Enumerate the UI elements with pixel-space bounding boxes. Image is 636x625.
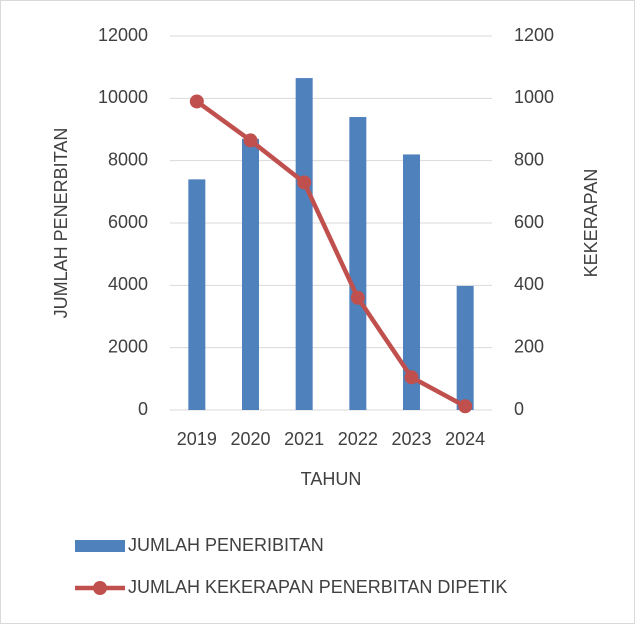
x-tick-label: 2023 <box>391 429 431 449</box>
bar <box>242 138 259 410</box>
x-tick-label: 2019 <box>177 429 217 449</box>
y2-tick-label: 600 <box>514 212 544 232</box>
line-marker <box>297 175 312 190</box>
line-marker <box>350 290 365 305</box>
line-marker <box>243 133 258 148</box>
y-axis-label: JUMLAH PENERBITAN <box>51 128 71 319</box>
y2-tick-label: 0 <box>514 399 524 419</box>
legend-label: JUMLAH PENERIBITAN <box>128 535 324 555</box>
y2-tick-label: 1200 <box>514 25 554 45</box>
y2-axis-label: KEKERAPAN <box>581 169 601 278</box>
line-marker <box>458 399 473 414</box>
line <box>195 99 467 409</box>
y-tick-label: 12000 <box>98 25 148 45</box>
y2-tick-label: 400 <box>514 274 544 294</box>
y-tick-label: 4000 <box>108 274 148 294</box>
bar <box>188 179 206 410</box>
line-marker <box>404 370 419 385</box>
bar <box>295 78 313 410</box>
y-tick-label: 8000 <box>108 149 148 169</box>
bar <box>349 117 367 411</box>
y-tick-label: 6000 <box>108 212 148 232</box>
legend-label: JUMLAH KEKERAPAN PENERBITAN DIPETIK <box>128 577 507 597</box>
x-tick-label: 2024 <box>445 429 485 449</box>
x-tick-label: 2022 <box>338 429 378 449</box>
y-tick-label: 2000 <box>108 336 148 356</box>
y-tick-label: 10000 <box>98 87 148 107</box>
legend-swatch <box>75 540 125 552</box>
y2-tick-label: 800 <box>514 149 544 169</box>
x-tick-label: 2020 <box>230 429 270 449</box>
line-marker <box>189 94 204 109</box>
legend-marker <box>93 581 107 595</box>
bar <box>403 154 420 410</box>
y2-tick-label: 200 <box>514 336 544 356</box>
bar <box>456 285 474 410</box>
x-axis-label: TAHUN <box>301 469 362 489</box>
x-tick-label: 2021 <box>284 429 324 449</box>
y-tick-label: 0 <box>138 399 148 419</box>
y2-tick-label: 1000 <box>514 87 554 107</box>
